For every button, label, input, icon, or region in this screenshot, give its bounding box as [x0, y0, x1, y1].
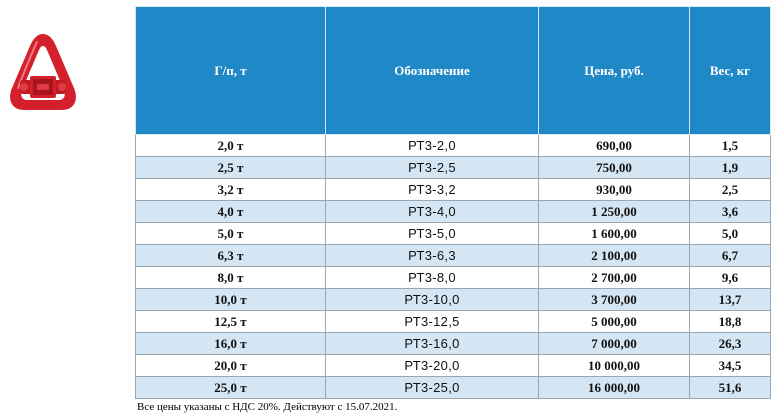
cell-weight: 34,5 [689, 354, 771, 377]
cell-price: 16 000,00 [538, 376, 690, 399]
table-row: 25,0 т РТ3-25,0 16 000,00 51,6 [135, 376, 771, 399]
cell-weight: 18,8 [689, 310, 771, 333]
price-footnote: Все цены указаны с НДС 20%. Действуют с … [137, 401, 398, 413]
cell-price: 930,00 [538, 178, 690, 201]
cell-designation: РТ3-20,0 [325, 354, 539, 377]
cell-designation: РТ3-6,3 [325, 244, 539, 267]
cell-weight: 1,5 [689, 134, 771, 157]
table-row: 4,0 т РТ3-4,0 1 250,00 3,6 [135, 200, 771, 223]
table-row: 5,0 т РТ3-5,0 1 600,00 5,0 [135, 222, 771, 245]
red-rigging-link-icon [10, 34, 76, 110]
cell-designation: РТ3-25,0 [325, 376, 539, 399]
cell-capacity: 6,3 т [135, 244, 326, 267]
cell-designation: РТ3-2,5 [325, 156, 539, 179]
cell-weight: 51,6 [689, 376, 771, 399]
cell-capacity: 2,5 т [135, 156, 326, 179]
cell-capacity: 4,0 т [135, 200, 326, 223]
table-row: 2,5 т РТ3-2,5 750,00 1,9 [135, 156, 771, 179]
cell-price: 7 000,00 [538, 332, 690, 355]
cell-weight: 3,6 [689, 200, 771, 223]
cell-designation: РТ3-12,5 [325, 310, 539, 333]
cell-weight: 6,7 [689, 244, 771, 267]
cell-capacity: 20,0 т [135, 354, 326, 377]
cell-price: 1 250,00 [538, 200, 690, 223]
header-capacity: Г/п, т [135, 6, 326, 135]
table-row: 16,0 т РТ3-16,0 7 000,00 26,3 [135, 332, 771, 355]
header-weight: Вес, кг [689, 6, 771, 135]
cell-capacity: 25,0 т [135, 376, 326, 399]
cell-weight: 2,5 [689, 178, 771, 201]
cell-price: 750,00 [538, 156, 690, 179]
cell-designation: РТ3-8,0 [325, 266, 539, 289]
cell-designation: РТ3-2,0 [325, 134, 539, 157]
table-row: 8,0 т РТ3-8,0 2 700,00 9,6 [135, 266, 771, 289]
cell-designation: РТ3-3,2 [325, 178, 539, 201]
cell-capacity: 12,5 т [135, 310, 326, 333]
cell-capacity: 5,0 т [135, 222, 326, 245]
cell-weight: 9,6 [689, 266, 771, 289]
cell-capacity: 10,0 т [135, 288, 326, 311]
cell-capacity: 16,0 т [135, 332, 326, 355]
cell-price: 2 700,00 [538, 266, 690, 289]
price-table: Г/п, т Обозначение Цена, руб. Вес, кг 2,… [135, 6, 771, 399]
cell-designation: РТ3-5,0 [325, 222, 539, 245]
table-row: 12,5 т РТ3-12,5 5 000,00 18,8 [135, 310, 771, 333]
cell-price: 690,00 [538, 134, 690, 157]
table-header-row: Г/п, т Обозначение Цена, руб. Вес, кг [135, 6, 771, 135]
cell-price: 2 100,00 [538, 244, 690, 267]
table-row: 6,3 т РТ3-6,3 2 100,00 6,7 [135, 244, 771, 267]
cell-price: 3 700,00 [538, 288, 690, 311]
header-designation: Обозначение [325, 6, 539, 135]
cell-weight: 1,9 [689, 156, 771, 179]
cell-designation: РТ3-4,0 [325, 200, 539, 223]
cell-designation: РТ3-10,0 [325, 288, 539, 311]
cell-weight: 5,0 [689, 222, 771, 245]
table-row: 20,0 т РТ3-20,0 10 000,00 34,5 [135, 354, 771, 377]
cell-price: 1 600,00 [538, 222, 690, 245]
cell-price: 10 000,00 [538, 354, 690, 377]
table-row: 3,2 т РТ3-3,2 930,00 2,5 [135, 178, 771, 201]
cell-price: 5 000,00 [538, 310, 690, 333]
cell-weight: 26,3 [689, 332, 771, 355]
cell-capacity: 3,2 т [135, 178, 326, 201]
table-row: 2,0 т РТ3-2,0 690,00 1,5 [135, 134, 771, 157]
table-row: 10,0 т РТ3-10,0 3 700,00 13,7 [135, 288, 771, 311]
cell-weight: 13,7 [689, 288, 771, 311]
cell-capacity: 8,0 т [135, 266, 326, 289]
cell-capacity: 2,0 т [135, 134, 326, 157]
cell-designation: РТ3-16,0 [325, 332, 539, 355]
header-price: Цена, руб. [538, 6, 690, 135]
